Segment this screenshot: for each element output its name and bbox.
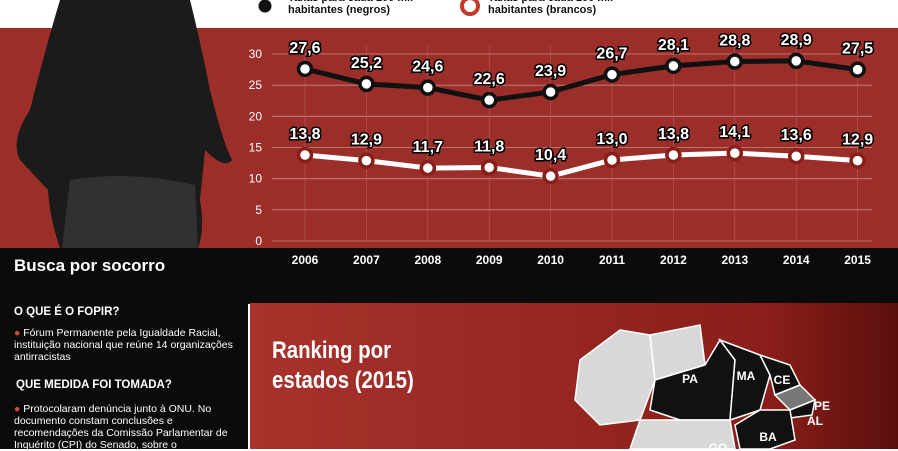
state-label: AL <box>807 414 823 428</box>
data-label: 13,8 <box>289 126 320 143</box>
data-point <box>849 61 866 78</box>
state-label: GO <box>709 441 728 449</box>
y-tick-label: 5 <box>255 203 262 217</box>
data-label: 25,2 <box>351 55 382 72</box>
data-point <box>603 151 621 169</box>
data-label: 13,6 <box>781 127 812 144</box>
state-label: PE <box>814 399 830 413</box>
legend-marker <box>255 0 275 16</box>
series-line <box>304 150 858 179</box>
x-tick-label: 2009 <box>476 253 503 267</box>
map-state <box>734 409 796 449</box>
x-tick-label: 2015 <box>844 253 871 267</box>
x-tick-label: 2014 <box>783 253 810 267</box>
data-label: 14,1 <box>719 124 750 141</box>
data-label: 28,8 <box>719 32 750 49</box>
data-label: 11,8 <box>474 138 504 155</box>
data-label: 28,1 <box>658 37 689 54</box>
data-point <box>787 147 805 165</box>
data-point <box>296 60 314 78</box>
y-tick-label: 15 <box>249 141 263 155</box>
question: QUE MEDIDA FOI TOMADA? <box>16 379 172 391</box>
data-point <box>358 152 375 169</box>
data-label: 26,7 <box>596 46 627 63</box>
ranking-title: Ranking por estados (2015) <box>272 337 414 394</box>
photo-skirt <box>62 176 198 248</box>
map-state <box>574 329 656 426</box>
x-tick-label: 2013 <box>721 253 748 267</box>
data-label: 13,8 <box>658 126 689 143</box>
data-label: 23,9 <box>535 63 566 80</box>
data-label: 28,9 <box>781 32 812 49</box>
data-point <box>358 75 375 93</box>
data-point <box>787 52 805 70</box>
answer: Fórum Permanente pela Igualdade Racial, … <box>14 327 246 363</box>
data-label: 10,4 <box>535 147 566 164</box>
x-tick-label: 2008 <box>414 253 441 267</box>
x-tick-label: 2010 <box>537 253 564 267</box>
data-point <box>419 79 437 96</box>
state-label: MA <box>737 369 756 383</box>
y-tick-label: 10 <box>249 172 263 186</box>
legend-label: Taxas para cada 100 mil habitantes (bran… <box>488 0 613 16</box>
data-point <box>665 146 682 164</box>
data-label: 27,5 <box>842 41 873 58</box>
data-label: 11,7 <box>413 139 443 156</box>
sidebar-heading: Busca por socorro <box>14 256 166 275</box>
data-point <box>419 159 437 177</box>
x-tick-label: 2006 <box>292 253 319 267</box>
data-label: 12,9 <box>351 132 382 149</box>
data-point <box>480 91 498 109</box>
map-state <box>629 419 736 449</box>
question: O QUE É O FOPIR? <box>14 306 120 318</box>
data-label: 27,6 <box>289 40 320 57</box>
data-point <box>296 146 314 164</box>
data-point <box>542 83 559 101</box>
state-label: CE <box>774 373 791 387</box>
y-tick-label: 25 <box>249 78 263 92</box>
x-tick-label: 2011 <box>599 253 625 267</box>
data-point <box>480 159 498 176</box>
data-point <box>726 53 744 70</box>
y-tick-label: 0 <box>255 234 262 248</box>
data-label: 24,6 <box>412 59 443 76</box>
data-point <box>726 144 744 162</box>
band <box>0 248 898 304</box>
data-label: 13,0 <box>596 131 627 148</box>
data-point <box>849 152 866 169</box>
legend-label: Taxas para cada 100 mil habitantes (negr… <box>288 0 413 16</box>
map <box>574 324 817 449</box>
data-point <box>603 66 621 83</box>
answer: Protocolaram denúncia junto à ONU. No do… <box>14 403 246 451</box>
state-label: PA <box>682 372 698 386</box>
series-line <box>304 58 858 103</box>
data-label: 12,9 <box>842 132 873 149</box>
x-tick-label: 2007 <box>353 253 380 267</box>
x-tick-label: 2012 <box>660 253 687 267</box>
data-label: 22,6 <box>474 71 505 88</box>
data-point <box>542 167 559 185</box>
state-label: BA <box>759 430 777 444</box>
legend-marker <box>460 0 480 16</box>
y-tick-label: 20 <box>249 109 263 123</box>
y-tick-label: 30 <box>249 47 263 61</box>
data-point <box>665 57 682 75</box>
